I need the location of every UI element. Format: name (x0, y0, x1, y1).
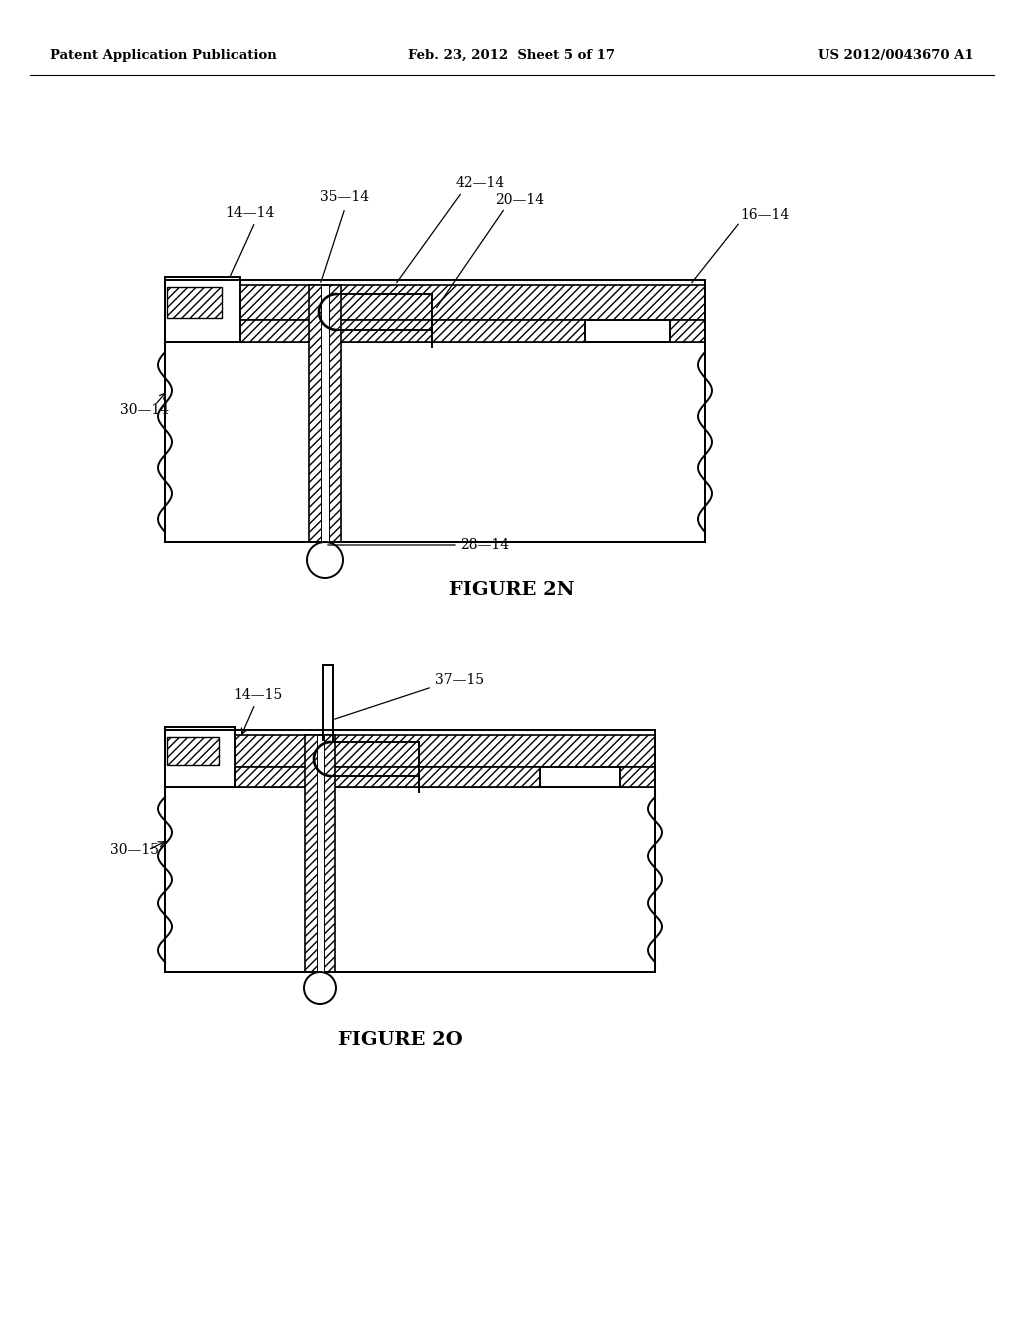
Text: 37—15: 37—15 (435, 673, 484, 686)
Bar (321, 285, 329, 543)
Text: Patent Application Publication: Patent Application Publication (50, 49, 276, 62)
Bar (165, 342, 705, 543)
Bar (165, 727, 234, 787)
Bar (309, 285, 341, 543)
Text: 20—14: 20—14 (496, 193, 545, 207)
Bar (585, 319, 670, 342)
Text: FIGURE 2O: FIGURE 2O (338, 1031, 463, 1049)
Text: 16—14: 16—14 (740, 209, 790, 222)
Text: Feb. 23, 2012  Sheet 5 of 17: Feb. 23, 2012 Sheet 5 of 17 (409, 49, 615, 62)
Text: 14—14: 14—14 (225, 206, 274, 220)
Bar (165, 277, 240, 342)
Bar (317, 735, 324, 972)
Text: US 2012/0043670 A1: US 2012/0043670 A1 (818, 49, 974, 62)
Bar (305, 735, 335, 972)
Text: 28—14: 28—14 (460, 539, 509, 552)
Bar (165, 285, 705, 319)
Bar (540, 767, 620, 787)
Bar (165, 735, 655, 767)
Text: 30—14: 30—14 (120, 403, 169, 417)
Text: 30—15: 30—15 (110, 843, 159, 857)
Text: 35—14: 35—14 (321, 190, 370, 205)
Bar (167, 286, 222, 318)
Text: 42—14: 42—14 (456, 176, 505, 190)
Bar (165, 787, 655, 972)
Bar (165, 319, 705, 342)
Bar (165, 767, 655, 787)
Bar (167, 737, 219, 766)
Text: FIGURE 2N: FIGURE 2N (450, 581, 574, 599)
Text: 14—15: 14—15 (233, 688, 283, 702)
